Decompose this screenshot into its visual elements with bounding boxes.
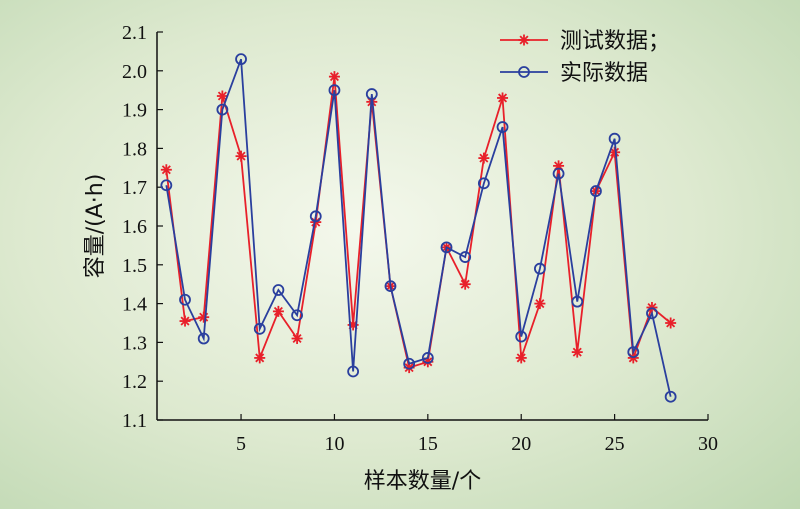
y-tick-label: 1.5: [122, 255, 147, 277]
x-tick-label: 30: [698, 433, 718, 455]
y-tick-label: 1.7: [122, 177, 147, 199]
data-point: [328, 84, 341, 97]
y-tick-label: 1.3: [122, 332, 147, 354]
data-point: [459, 251, 472, 263]
data-point: [421, 352, 434, 364]
data-point: [608, 132, 621, 145]
x-tick-label: 20: [511, 433, 531, 455]
x-tick-label: 10: [324, 433, 344, 455]
x-tick-label: 25: [605, 433, 625, 455]
y-tick-label: 1.9: [122, 100, 147, 122]
y-tick-label: 1.2: [122, 371, 147, 393]
data-point: [440, 241, 453, 254]
series-line: [165, 76, 672, 369]
data-point: [179, 293, 191, 306]
ticks: 1.1 1.2 1.3 1.4 1.5 1.6 1.7 1.8 1.9 2.0 2.1 5 10 15 20…: [122, 22, 718, 455]
data-point: [235, 53, 247, 66]
data-point: [477, 177, 490, 190]
data-point: [291, 309, 303, 322]
data-point: [571, 346, 583, 358]
data-point: [552, 167, 565, 180]
data-point: [384, 280, 397, 293]
data-point: [665, 317, 677, 329]
data-point: [179, 315, 191, 327]
data-point: [534, 298, 546, 310]
legend-marker: [518, 66, 530, 78]
data-point: [197, 332, 210, 345]
data-point: [272, 284, 285, 296]
data-point: [403, 357, 416, 370]
data-point: [160, 179, 173, 192]
data-point: [478, 152, 490, 164]
y-tick-label: 1.8: [122, 138, 147, 160]
legend-marker: [518, 34, 530, 46]
series-1: [160, 71, 677, 374]
legend-item: 实际数据: [500, 61, 648, 86]
data-point: [309, 210, 322, 223]
series-layer: [160, 53, 677, 403]
legend: 测试数据； 实际数据: [500, 29, 670, 86]
data-point: [347, 365, 360, 378]
legend-label: 实际数据: [560, 61, 648, 86]
series-line: [165, 58, 672, 397]
data-point: [198, 311, 210, 323]
legend-item: 测试数据；: [500, 29, 670, 54]
legend-label: 测试数据；: [560, 29, 670, 54]
series-2: [160, 53, 677, 403]
data-point: [497, 92, 509, 104]
data-point: [216, 103, 229, 116]
x-axis-title: 样本数量/个: [364, 469, 481, 494]
data-point: [646, 307, 658, 320]
data-point: [216, 90, 228, 102]
y-axis-title: 容量/(A·h): [83, 174, 108, 279]
data-point: [515, 352, 527, 364]
y-tick-label: 2.1: [122, 22, 147, 44]
data-point: [571, 295, 584, 308]
y-tick-label: 1.6: [122, 216, 147, 238]
y-tick-label: 1.4: [122, 294, 147, 316]
data-point: [590, 185, 602, 197]
data-point: [459, 278, 471, 290]
data-point: [160, 164, 172, 176]
data-point: [291, 333, 303, 345]
data-point: [254, 352, 266, 364]
data-point: [272, 305, 284, 317]
y-tick-label: 2.0: [122, 61, 147, 83]
data-point: [664, 390, 677, 403]
data-point: [365, 88, 378, 100]
data-point: [328, 71, 340, 83]
data-point: [235, 150, 247, 162]
y-tick-label: 1.1: [122, 410, 147, 432]
data-point: [253, 322, 266, 335]
data-point: [496, 121, 509, 133]
data-point: [515, 330, 528, 343]
x-tick-label: 15: [418, 433, 438, 455]
data-point: [627, 346, 640, 359]
x-tick-label: 5: [236, 433, 246, 455]
data-point: [533, 262, 546, 275]
